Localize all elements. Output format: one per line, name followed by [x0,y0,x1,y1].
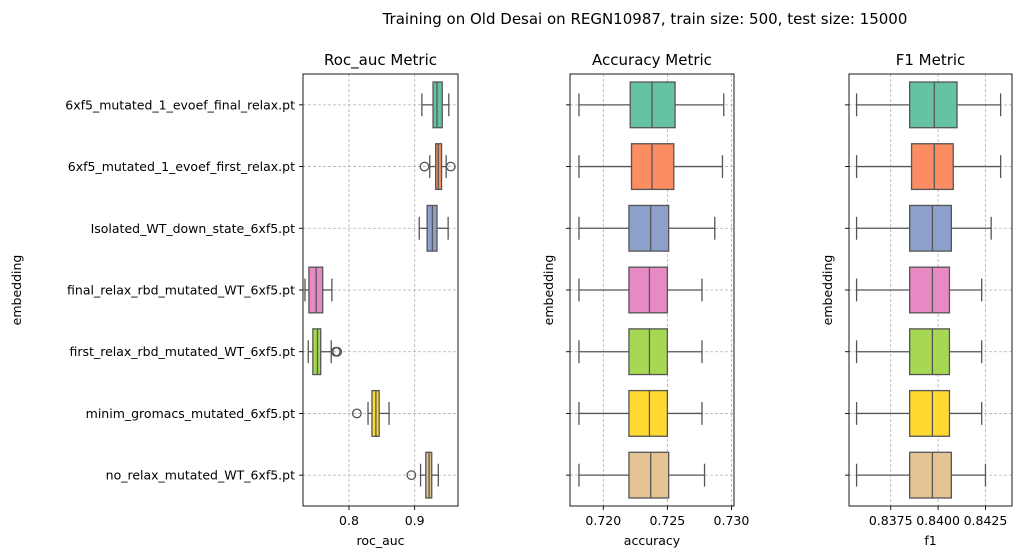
box-iqr [909,81,958,129]
box-2 [578,143,724,191]
x-tick-label: 0.725 [649,513,685,528]
y-tick-label: first_relax_rbd_mutated_WT_6xf5.pt [70,344,296,359]
box-iqr [628,389,669,437]
box-5 [855,328,983,376]
box-iqr [628,266,669,314]
x-tick-label: 0.720 [585,513,621,528]
box-6 [578,389,703,437]
box-4 [578,266,703,314]
y-tick-label: 6xf5_mutated_1_evoef_first_relax.pt [68,159,295,174]
box-iqr [909,451,952,499]
box-6 [855,389,983,437]
x-tick-label: 0.730 [714,513,750,528]
x-tick-label: 0.8375 [869,513,913,528]
box-outlier [406,470,417,481]
box-7 [855,451,987,499]
x-tick-label: 0.9 [405,513,425,528]
y-axis-label: embedding [9,255,24,326]
panel-2: 0.720 0.725 0.730 Accuracy Metric accuracy em… [541,51,749,548]
x-axis-label: roc_auc [356,533,404,548]
x-tick-label: 0.8 [339,513,359,528]
box-1 [855,81,1002,129]
y-tick-label: 6xf5_mutated_1_evoef_final_relax.pt [65,97,295,112]
x-axis-label: f1 [924,533,936,548]
figure-suptitle: Training on Old Desai on REGN10987, trai… [382,10,908,28]
y-tick-label: Isolated_WT_down_state_6xf5.pt [91,221,296,236]
box-iqr [312,328,322,376]
box-6 [351,389,390,437]
box-iqr [628,328,669,376]
box-5 [578,328,703,376]
y-axis-label: embedding [541,255,556,326]
panel-title: Accuracy Metric [592,51,712,69]
y-axis-label: embedding [820,255,835,326]
box-outlier [332,346,343,357]
box-iqr [909,204,952,252]
box-iqr [909,266,951,314]
x-axis-label: accuracy [624,533,681,548]
box-4 [855,266,983,314]
box-iqr [432,81,443,129]
panel-title: Roc_auc Metric [324,51,437,70]
panel-3: 0.8375 0.8400 0.8425 F1 Metric f1 embedding [820,51,1013,548]
box-outlier [419,161,430,172]
box-outlier [445,161,456,172]
box-iqr [909,328,951,376]
box-3 [578,204,716,252]
box-5 [307,328,343,376]
box-7 [578,451,706,499]
box-1 [421,81,450,129]
x-tick-label: 0.8400 [916,513,960,528]
panel-1: 0.8 0.9 6xf5_mutated_1_evoef_final_relax.p… [9,51,459,548]
box-3 [855,204,992,252]
x-tick-label: 0.8425 [964,513,1008,528]
box-2 [855,143,1002,191]
box-7 [406,451,439,499]
box-iqr [910,143,954,191]
box-4 [304,266,333,314]
y-tick-label: minim_gromacs_mutated_6xf5.pt [86,406,295,421]
y-tick-label: final_relax_rbd_mutated_WT_6xf5.pt [67,283,295,298]
box-iqr [909,389,951,437]
panel-title: F1 Metric [896,51,966,69]
y-tick-label: no_relax_mutated_WT_6xf5.pt [106,468,295,483]
box-2 [419,143,456,191]
box-iqr [628,204,670,252]
box-iqr [628,451,670,499]
box-1 [578,81,725,129]
box-outlier [351,408,362,419]
box-3 [418,204,449,252]
